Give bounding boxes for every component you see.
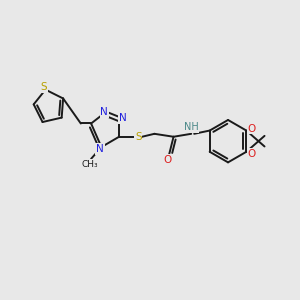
Text: O: O: [248, 124, 256, 134]
Text: O: O: [248, 149, 256, 159]
Text: O: O: [164, 155, 172, 165]
Text: NH: NH: [184, 122, 199, 132]
Text: N: N: [100, 107, 108, 117]
Text: N: N: [96, 144, 104, 154]
Text: S: S: [41, 82, 47, 92]
Text: CH₃: CH₃: [81, 160, 98, 169]
Text: S: S: [135, 132, 142, 142]
Text: N: N: [119, 113, 127, 124]
